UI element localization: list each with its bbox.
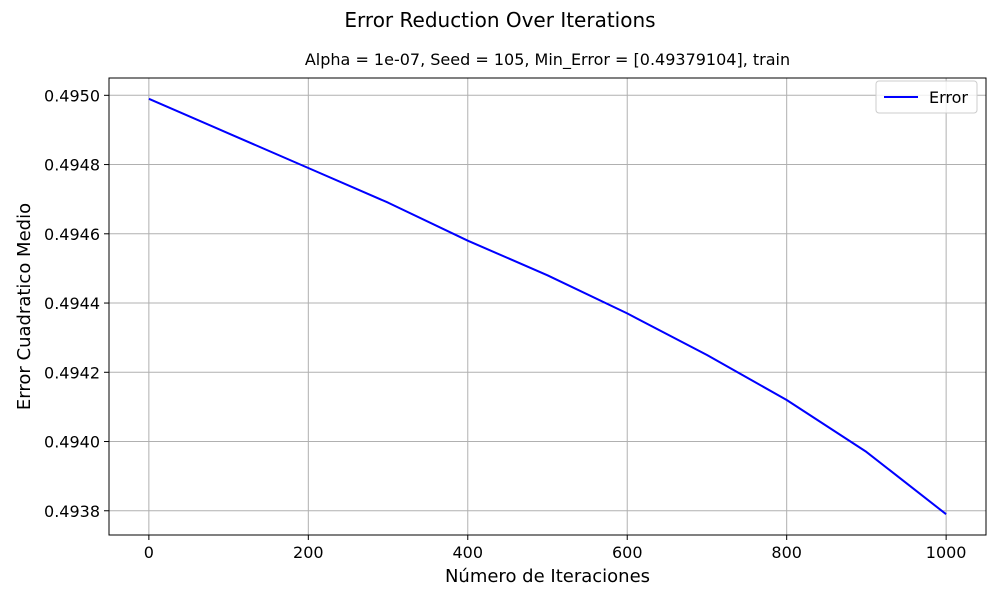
legend-label-error: Error	[929, 88, 968, 107]
x-tick-label: 1000	[926, 543, 967, 562]
x-tick-label: 600	[612, 543, 643, 562]
y-tick-label: 0.4942	[44, 363, 100, 382]
figure-title: Error Reduction Over Iterations	[344, 8, 656, 32]
x-tick-label: 400	[452, 543, 483, 562]
y-tick-label: 0.4950	[44, 86, 100, 105]
y-tick-label: 0.4938	[44, 502, 100, 521]
series-line-error	[148, 97, 947, 515]
y-axis-label: Error Cuadratico Medio	[14, 203, 35, 410]
legend: Error	[875, 80, 978, 114]
chart-title: Alpha = 1e-07, Seed = 105, Min_Error = […	[305, 50, 790, 70]
y-tick-label: 0.4940	[44, 433, 100, 452]
x-tick-label: 800	[771, 543, 802, 562]
tick-layer: 0 200 400 600 800 1000 0.4938 0.4940 0.4942 0.494…	[44, 86, 966, 562]
y-tick-label: 0.4944	[44, 294, 100, 313]
y-tick-label: 0.4948	[44, 156, 100, 175]
plot-area-frame	[108, 77, 987, 536]
legend-box	[875, 80, 978, 114]
x-tick-label: 200	[293, 543, 324, 562]
series-layer	[148, 97, 947, 515]
y-tick-label: 0.4946	[44, 225, 100, 244]
x-tick-label: 0	[144, 543, 154, 562]
x-axis-label: Número de Iteraciones	[445, 566, 650, 587]
grid-layer	[109, 78, 986, 535]
